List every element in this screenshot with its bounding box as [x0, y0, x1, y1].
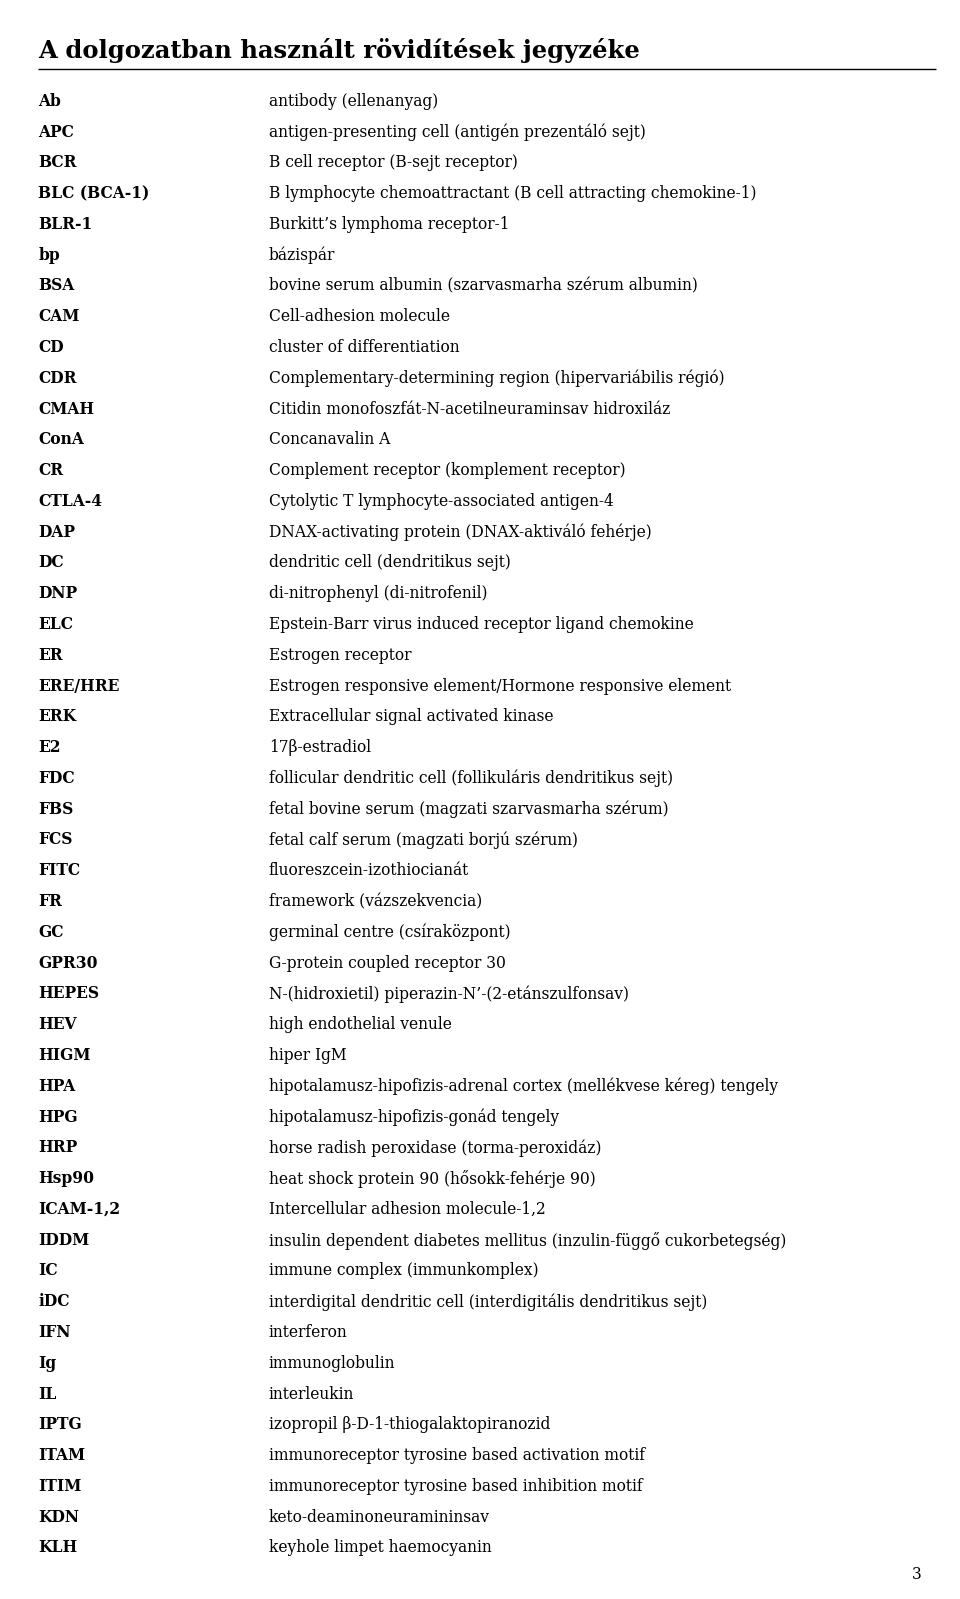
Text: Estrogen receptor: Estrogen receptor: [269, 648, 411, 664]
Text: izopropil β-D-1-thiogalaktopiranozid: izopropil β-D-1-thiogalaktopiranozid: [269, 1417, 550, 1433]
Text: immune complex (immunkomplex): immune complex (immunkomplex): [269, 1263, 539, 1279]
Text: CDR: CDR: [38, 369, 77, 387]
Text: interleukin: interleukin: [269, 1385, 354, 1402]
Text: heat shock protein 90 (hősokk-fehérje 90): heat shock protein 90 (hősokk-fehérje 90…: [269, 1170, 595, 1188]
Text: keto-deaminoneuramininsav: keto-deaminoneuramininsav: [269, 1509, 490, 1525]
Text: IC: IC: [38, 1263, 58, 1279]
Text: ITIM: ITIM: [38, 1477, 82, 1495]
Text: FCS: FCS: [38, 831, 73, 849]
Text: Intercellular adhesion molecule-1,2: Intercellular adhesion molecule-1,2: [269, 1201, 545, 1218]
Text: GC: GC: [38, 924, 64, 940]
Text: bovine serum albumin (szarvasmarha szérum albumin): bovine serum albumin (szarvasmarha széru…: [269, 278, 698, 294]
Text: fluoreszcein-izothiocianát: fluoreszcein-izothiocianát: [269, 862, 469, 879]
Text: FR: FR: [38, 892, 62, 910]
Text: framework (vázszekvencia): framework (vázszekvencia): [269, 892, 482, 910]
Text: FBS: FBS: [38, 801, 74, 817]
Text: hipotalamusz-hipofizis-gonád tengely: hipotalamusz-hipofizis-gonád tengely: [269, 1108, 559, 1126]
Text: antibody (ellenanyag): antibody (ellenanyag): [269, 93, 438, 110]
Text: APC: APC: [38, 123, 74, 141]
Text: Complement receptor (komplement receptor): Complement receptor (komplement receptor…: [269, 462, 625, 480]
Text: A dolgozatban használt rövidítések jegyzéke: A dolgozatban használt rövidítések jegyz…: [38, 38, 640, 64]
Text: Cytolytic T lymphocyte-associated antigen-4: Cytolytic T lymphocyte-associated antige…: [269, 492, 613, 510]
Text: HEPES: HEPES: [38, 985, 100, 1003]
Text: HPA: HPA: [38, 1078, 76, 1095]
Text: immunoreceptor tyrosine based activation motif: immunoreceptor tyrosine based activation…: [269, 1447, 645, 1465]
Text: HRP: HRP: [38, 1138, 78, 1156]
Text: E2: E2: [38, 739, 60, 756]
Text: hiper IgM: hiper IgM: [269, 1047, 347, 1063]
Text: Hsp90: Hsp90: [38, 1170, 94, 1186]
Text: BCR: BCR: [38, 155, 77, 171]
Text: Epstein-Barr virus induced receptor ligand chemokine: Epstein-Barr virus induced receptor liga…: [269, 616, 693, 633]
Text: CR: CR: [38, 462, 63, 480]
Text: Extracellular signal activated kinase: Extracellular signal activated kinase: [269, 708, 553, 726]
Text: B lymphocyte chemoattractant (B cell attracting chemokine-1): B lymphocyte chemoattractant (B cell att…: [269, 185, 756, 201]
Text: cluster of differentiation: cluster of differentiation: [269, 339, 460, 357]
Text: IDDM: IDDM: [38, 1231, 89, 1249]
Text: ER: ER: [38, 648, 63, 664]
Text: 17β-estradiol: 17β-estradiol: [269, 739, 371, 756]
Text: iDC: iDC: [38, 1294, 70, 1310]
Text: Cell-adhesion molecule: Cell-adhesion molecule: [269, 309, 450, 325]
Text: Ab: Ab: [38, 93, 61, 110]
Text: interdigital dendritic cell (interdigitális dendritikus sejt): interdigital dendritic cell (interdigitá…: [269, 1294, 708, 1311]
Text: CTLA-4: CTLA-4: [38, 492, 103, 510]
Text: ITAM: ITAM: [38, 1447, 85, 1465]
Text: ERK: ERK: [38, 708, 77, 726]
Text: Ig: Ig: [38, 1354, 57, 1372]
Text: N-(hidroxietil) piperazin-N’-(2-etánszulfonsav): N-(hidroxietil) piperazin-N’-(2-etánszul…: [269, 985, 629, 1003]
Text: Burkitt’s lymphoma receptor-1: Burkitt’s lymphoma receptor-1: [269, 216, 510, 233]
Text: 3: 3: [912, 1565, 922, 1583]
Text: ERE/HRE: ERE/HRE: [38, 678, 120, 694]
Text: G-protein coupled receptor 30: G-protein coupled receptor 30: [269, 955, 506, 972]
Text: hipotalamusz-hipofizis-adrenal cortex (mellékvese kéreg) tengely: hipotalamusz-hipofizis-adrenal cortex (m…: [269, 1078, 778, 1095]
Text: Estrogen responsive element/Hormone responsive element: Estrogen responsive element/Hormone resp…: [269, 678, 731, 694]
Text: interferon: interferon: [269, 1324, 348, 1342]
Text: IFN: IFN: [38, 1324, 71, 1342]
Text: ConA: ConA: [38, 432, 84, 448]
Text: horse radish peroxidase (torma-peroxidáz): horse radish peroxidase (torma-peroxidáz…: [269, 1138, 601, 1156]
Text: fetal calf serum (magzati borjú szérum): fetal calf serum (magzati borjú szérum): [269, 831, 578, 849]
Text: FITC: FITC: [38, 862, 81, 879]
Text: follicular dendritic cell (follikuláris dendritikus sejt): follicular dendritic cell (follikuláris …: [269, 771, 673, 787]
Text: di-nitrophenyl (di-nitrofenil): di-nitrophenyl (di-nitrofenil): [269, 585, 488, 603]
Text: Concanavalin A: Concanavalin A: [269, 432, 390, 448]
Text: immunoglobulin: immunoglobulin: [269, 1354, 396, 1372]
Text: IPTG: IPTG: [38, 1417, 83, 1433]
Text: high endothelial venule: high endothelial venule: [269, 1017, 451, 1033]
Text: HIGM: HIGM: [38, 1047, 91, 1063]
Text: DNAX-activating protein (DNAX-aktiváló fehérje): DNAX-activating protein (DNAX-aktiváló f…: [269, 524, 652, 540]
Text: bp: bp: [38, 246, 60, 264]
Text: KLH: KLH: [38, 1540, 78, 1556]
Text: dendritic cell (dendritikus sejt): dendritic cell (dendritikus sejt): [269, 555, 511, 571]
Text: DAP: DAP: [38, 524, 76, 540]
Text: keyhole limpet haemocyanin: keyhole limpet haemocyanin: [269, 1540, 492, 1556]
Text: FDC: FDC: [38, 771, 75, 787]
Text: ICAM-1,2: ICAM-1,2: [38, 1201, 121, 1218]
Text: CAM: CAM: [38, 309, 80, 325]
Text: BLC (BCA-1): BLC (BCA-1): [38, 185, 150, 201]
Text: CD: CD: [38, 339, 64, 357]
Text: DC: DC: [38, 555, 64, 571]
Text: BLR-1: BLR-1: [38, 216, 93, 233]
Text: immunoreceptor tyrosine based inhibition motif: immunoreceptor tyrosine based inhibition…: [269, 1477, 642, 1495]
Text: GPR30: GPR30: [38, 955, 98, 972]
Text: insulin dependent diabetes mellitus (inzulin-függő cukorbetegség): insulin dependent diabetes mellitus (inz…: [269, 1231, 786, 1250]
Text: BSA: BSA: [38, 278, 75, 294]
Text: antigen-presenting cell (antigén prezentáló sejt): antigen-presenting cell (antigén prezent…: [269, 123, 646, 141]
Text: fetal bovine serum (magzati szarvasmarha szérum): fetal bovine serum (magzati szarvasmarha…: [269, 801, 668, 819]
Text: B cell receptor (B-sejt receptor): B cell receptor (B-sejt receptor): [269, 155, 517, 171]
Text: CMAH: CMAH: [38, 401, 94, 417]
Text: HPG: HPG: [38, 1108, 78, 1126]
Text: HEV: HEV: [38, 1017, 77, 1033]
Text: Complementary-determining region (hipervariábilis régió): Complementary-determining region (hiperv…: [269, 369, 725, 387]
Text: KDN: KDN: [38, 1509, 80, 1525]
Text: IL: IL: [38, 1385, 57, 1402]
Text: ELC: ELC: [38, 616, 73, 633]
Text: germinal centre (csíraközpont): germinal centre (csíraközpont): [269, 924, 511, 942]
Text: DNP: DNP: [38, 585, 78, 603]
Text: bázispár: bázispár: [269, 246, 335, 264]
Text: Citidin monofoszfát-N-acetilneuraminsav hidroxiláz: Citidin monofoszfát-N-acetilneuraminsav …: [269, 401, 670, 417]
